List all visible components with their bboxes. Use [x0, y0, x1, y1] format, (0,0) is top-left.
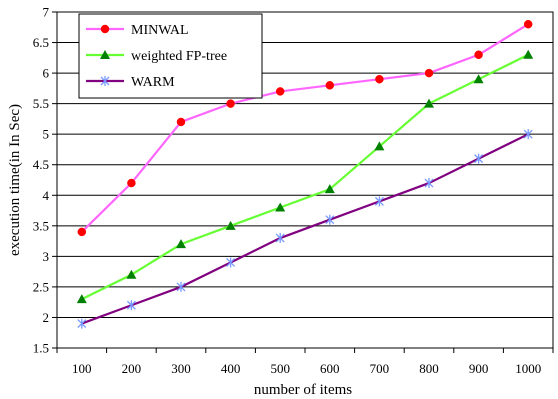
- data-point: [77, 318, 87, 329]
- y-axis-title: execution time(in In Sec): [7, 104, 23, 256]
- x-tick-label: 800: [419, 361, 439, 376]
- data-point: [100, 76, 110, 86]
- legend-label: weighted FP-tree: [131, 49, 227, 64]
- y-tick-label: 7: [43, 5, 50, 20]
- data-point: [126, 300, 136, 311]
- data-point: [424, 68, 434, 78]
- x-tick-label: 900: [469, 361, 489, 376]
- data-point: [127, 178, 136, 188]
- data-point: [77, 227, 87, 237]
- data-point: [100, 24, 110, 34]
- y-tick-label: 4.5: [33, 157, 49, 172]
- y-axis: 1.5 2 2.5 3 3.5 4 4.5 5 5.5 6 6.5 7: [33, 5, 57, 356]
- legend-label: WARM: [131, 75, 175, 90]
- y-tick-label: 5: [43, 127, 50, 142]
- x-axis: 100 200 300 400 500 600 700 800 900 1000: [56, 348, 554, 376]
- data-point: [226, 99, 235, 108]
- x-axis-title: number of items: [254, 382, 352, 398]
- x-tick-label: 300: [171, 361, 191, 376]
- legend-label: MINWAL: [131, 23, 189, 38]
- x-tick-label: 600: [320, 361, 340, 376]
- data-point: [100, 50, 110, 59]
- data-point: [275, 233, 285, 244]
- data-point: [473, 74, 484, 84]
- series-group: [76, 19, 534, 329]
- x-tick-label: 100: [72, 361, 92, 376]
- series-line: [81, 133, 529, 325]
- data-point: [374, 196, 384, 207]
- series-1: [76, 49, 534, 304]
- data-point: [474, 50, 483, 60]
- series-0: [77, 19, 533, 237]
- y-tick-label: 3.5: [33, 218, 49, 233]
- y-tick-label: 4: [43, 188, 50, 203]
- data-point: [523, 129, 533, 140]
- data-point: [126, 269, 137, 279]
- data-point: [375, 74, 384, 84]
- y-tick-label: 3: [43, 249, 50, 264]
- y-tick-label: 2: [43, 310, 50, 325]
- data-point: [325, 81, 335, 90]
- legend-item: WARM: [86, 75, 175, 90]
- data-point: [324, 184, 335, 194]
- data-point: [523, 49, 534, 59]
- x-tick-label: 500: [270, 361, 290, 376]
- x-tick-label: 1000: [515, 361, 541, 376]
- x-tick-label: 200: [122, 361, 142, 376]
- data-point: [176, 239, 186, 249]
- data-point: [275, 202, 286, 212]
- data-point: [225, 220, 236, 230]
- data-point: [424, 98, 434, 108]
- x-tick-label: 700: [370, 361, 390, 376]
- y-tick-label: 5.5: [33, 96, 49, 111]
- series-line: [81, 23, 529, 233]
- y-tick-label: 6.5: [33, 35, 49, 50]
- legend: MINWAL weighted FP-tree WARM: [78, 13, 263, 99]
- series-line: [81, 53, 529, 301]
- legend-item: weighted FP-tree: [86, 49, 227, 64]
- data-point: [374, 141, 385, 151]
- data-point: [325, 214, 335, 225]
- data-point: [176, 117, 186, 127]
- legend-item: MINWAL: [86, 23, 189, 38]
- y-tick-label: 2.5: [33, 279, 49, 294]
- y-tick-label: 1.5: [33, 341, 49, 356]
- y-tick-label: 6: [43, 66, 50, 81]
- data-point: [523, 19, 533, 29]
- data-point: [76, 294, 87, 304]
- data-point: [226, 257, 236, 268]
- x-tick-label: 400: [221, 361, 241, 376]
- data-point: [176, 281, 186, 292]
- data-point: [275, 87, 285, 96]
- data-point: [474, 153, 484, 164]
- series-2: [77, 129, 533, 329]
- data-point: [424, 178, 434, 189]
